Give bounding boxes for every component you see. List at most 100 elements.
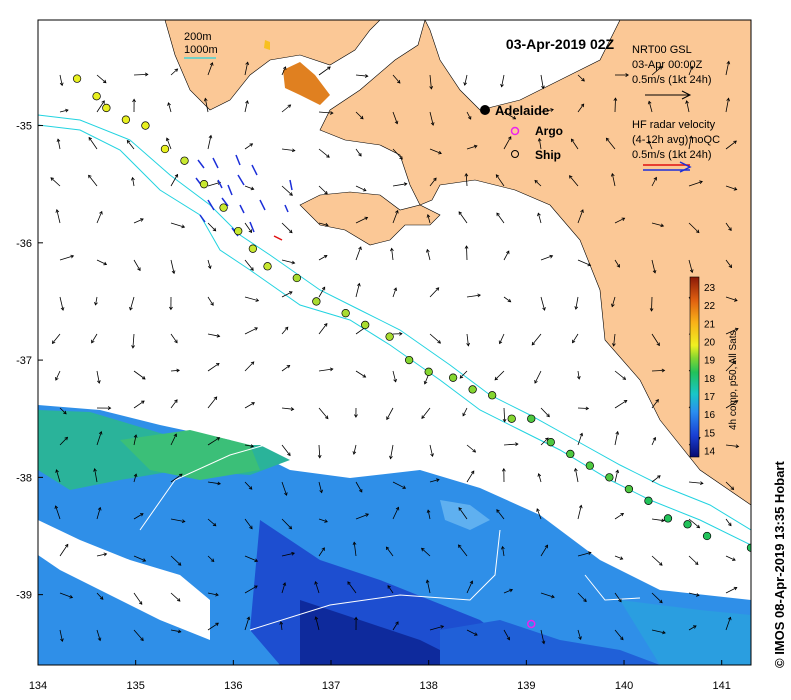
- gsl-arrow-head: [615, 469, 620, 474]
- gsl-arrow-head: [583, 598, 587, 603]
- gsl-arrow-head: [167, 102, 171, 106]
- gsl-arrow: [725, 296, 738, 301]
- gsl-arrow-head: [467, 116, 472, 120]
- gsl-arrow: [59, 592, 73, 598]
- gsl-arrow-head: [433, 177, 437, 182]
- gsl-arrow-head: [396, 79, 401, 84]
- gsl-arrow-head: [248, 486, 253, 490]
- gsl-arrow: [281, 582, 286, 594]
- gsl-arrow-head: [507, 298, 512, 303]
- gsl-arrow-head: [137, 267, 141, 272]
- gsl-arrow-head: [572, 339, 576, 344]
- gsl-arrow: [170, 369, 180, 372]
- gsl-arrow-head: [288, 291, 293, 295]
- ship-track-point: [424, 367, 433, 376]
- gsl-arrow-head: [661, 368, 666, 373]
- gsl-arrow-head: [534, 379, 538, 384]
- ship-track-point: [121, 115, 131, 124]
- gsl-arrow: [577, 209, 584, 224]
- gsl-arrow: [281, 481, 287, 496]
- gsl-arrow: [207, 437, 220, 446]
- gsl-arrow: [651, 399, 659, 409]
- gsl-arrow: [56, 209, 61, 224]
- gsl-arrow: [464, 74, 468, 86]
- gsl-arrow-head: [464, 245, 469, 249]
- gsl-arrow-head: [421, 547, 425, 552]
- gsl-arrow-head: [477, 293, 481, 298]
- gsl-arrow-head: [728, 522, 732, 527]
- gsl-arrow-head: [395, 506, 400, 511]
- gsl-arrow-head: [585, 406, 590, 411]
- gsl-arrow: [318, 111, 333, 114]
- gsl-arrow-head: [91, 339, 95, 344]
- lon-tick-label: 138: [420, 680, 438, 692]
- colorbar-tick-label: 17: [704, 392, 716, 403]
- gsl-arrow: [207, 363, 220, 372]
- gsl-arrow: [133, 74, 148, 76]
- gsl-arrow: [725, 140, 737, 150]
- gsl-arrow: [96, 431, 102, 446]
- lon-tick-label: 137: [322, 680, 340, 692]
- gsl-arrow-head: [287, 104, 292, 108]
- gsl-arrow: [59, 296, 64, 311]
- gsl-arrow: [207, 62, 213, 76]
- gsl-arrow: [651, 555, 663, 566]
- gsl-arrow-head: [360, 115, 364, 120]
- gsl-arrow-head: [726, 97, 730, 102]
- gsl-arrow-head: [429, 86, 434, 90]
- gsl-arrow-head: [653, 176, 657, 181]
- gsl-arrow-head: [430, 122, 435, 126]
- gsl-arrow: [725, 617, 731, 631]
- gsl-arrow-head: [395, 621, 399, 625]
- gsl-arrow: [392, 111, 398, 124]
- gsl-arrow: [166, 137, 172, 150]
- gsl-arrow-head: [625, 73, 629, 77]
- gsl-arrow: [537, 213, 542, 224]
- gsl-arrow-head: [55, 469, 59, 473]
- ship-track-point: [683, 520, 692, 529]
- gsl-arrow: [347, 581, 357, 594]
- lat-tick-label: -37: [16, 355, 32, 367]
- gsl-arrow-head: [284, 492, 288, 496]
- gsl-arrow: [315, 616, 320, 631]
- gsl-arrow-head: [570, 138, 575, 143]
- gsl-arrow: [540, 109, 554, 113]
- gsl-arrow: [96, 100, 105, 113]
- gsl-arrow-head: [362, 187, 367, 192]
- gsl-arrow: [577, 433, 583, 446]
- argo-float-marker: [526, 619, 536, 629]
- gsl-arrow: [391, 248, 394, 261]
- gsl-arrow-head: [661, 518, 665, 523]
- gsl-arrow: [725, 185, 737, 190]
- gsl-arrow-head: [496, 212, 500, 217]
- colorbar-label: 4h comp, p50, All Sats: [728, 330, 739, 430]
- gsl-arrow: [204, 98, 209, 113]
- gsl-arrow-head: [495, 174, 500, 178]
- gsl-arrow: [611, 173, 616, 187]
- credit-text: © IMOS 08-Apr-2019 13:35 Hobart: [772, 461, 787, 668]
- gsl-arrow: [59, 255, 74, 261]
- ship-track-point: [702, 531, 712, 541]
- gsl-arrow: [462, 407, 468, 416]
- gsl-arrow: [572, 333, 579, 343]
- gsl-arrow: [392, 481, 406, 489]
- gsl-arrow: [133, 434, 137, 446]
- gsl-arrow-head: [217, 481, 221, 486]
- gsl-arrow-head: [689, 269, 694, 274]
- gsl-arrow-head: [324, 519, 328, 523]
- gsl-arrow: [126, 140, 135, 150]
- gsl-arrow-head: [365, 513, 370, 517]
- gsl-arrow-head: [358, 152, 362, 157]
- gsl-arrow: [651, 222, 664, 227]
- gsl-arrow: [318, 481, 323, 493]
- gsl-arrow: [170, 433, 177, 446]
- ship-track-point: [361, 320, 370, 330]
- gsl-arrow: [133, 400, 145, 409]
- gsl-arrow-head: [509, 588, 514, 593]
- colorbar: [689, 276, 700, 458]
- gsl-arrow-head: [459, 375, 464, 379]
- gsl-arrow-head: [611, 303, 615, 308]
- gsl-arrow: [55, 370, 61, 381]
- gsl-arrow-head: [733, 187, 738, 191]
- contour-200m: [38, 114, 751, 531]
